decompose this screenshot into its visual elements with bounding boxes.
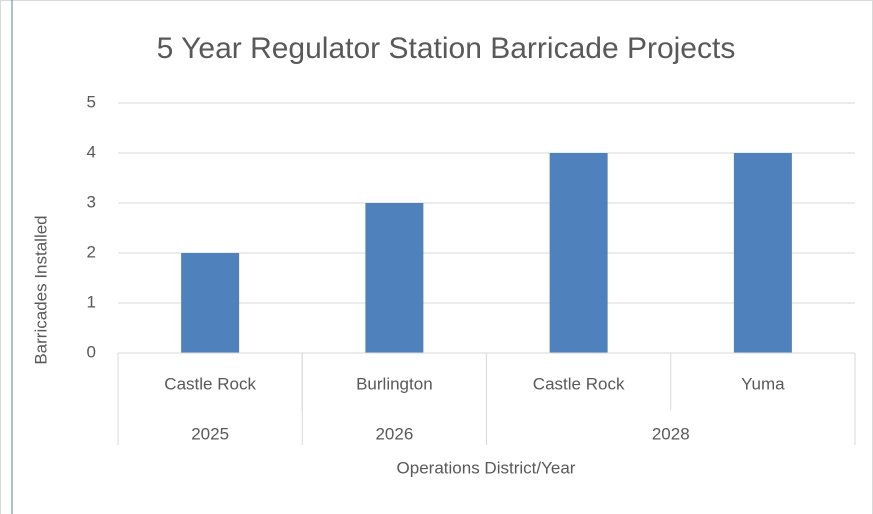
group-label: 2026 (375, 424, 413, 443)
x-axis-title: Operations District/Year (397, 458, 576, 477)
x-tick-label: Castle Rock (533, 374, 625, 393)
bar (733, 153, 792, 353)
bar (549, 153, 608, 353)
x-tick-label: Castle Rock (164, 374, 256, 393)
y-tick-label: 4 (87, 142, 96, 161)
y-tick-label: 2 (87, 242, 96, 261)
x-tick-label: Yuma (741, 374, 785, 393)
x-tick-label: Burlington (356, 374, 433, 393)
group-label: 2025 (191, 424, 229, 443)
bar (181, 253, 240, 353)
y-axis-title: Barricades Installed (31, 215, 50, 364)
y-tick-label: 5 (87, 92, 96, 111)
group-label: 2028 (652, 424, 690, 443)
y-tick-label: 0 (87, 342, 96, 361)
y-tick-label: 3 (87, 192, 96, 211)
y-tick-label: 1 (87, 292, 96, 311)
chart-title: 5 Year Regulator Station Barricade Proje… (157, 32, 736, 65)
bar (365, 203, 424, 353)
